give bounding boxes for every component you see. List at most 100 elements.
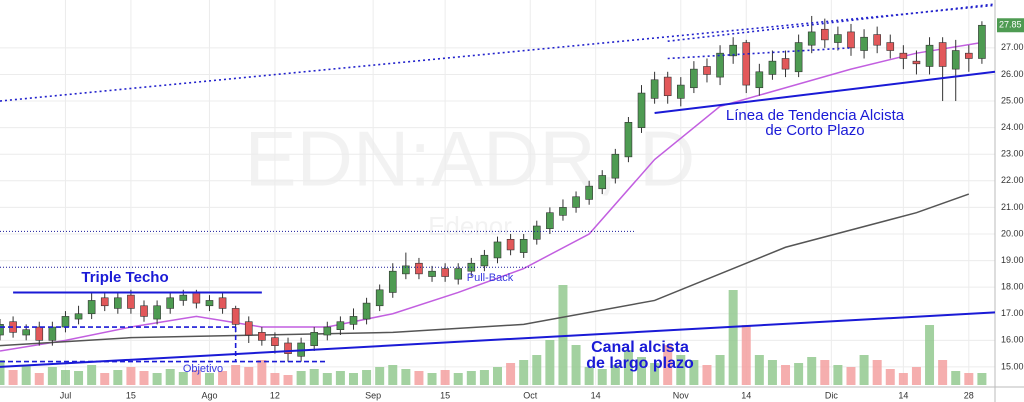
volume-bar — [754, 355, 764, 385]
volume-bar — [898, 373, 908, 385]
annotation: Triple Techo — [81, 269, 168, 286]
volume-bar — [781, 365, 791, 385]
candle-body — [506, 238, 515, 251]
candle-body — [912, 60, 921, 65]
candle-body — [493, 241, 502, 259]
volume-bar — [231, 365, 241, 385]
candle-body — [886, 42, 895, 51]
volume-bar — [623, 350, 633, 385]
volume-bar — [846, 367, 856, 385]
volume-bar — [964, 373, 974, 385]
volume-bar — [925, 325, 935, 385]
volume-bar — [8, 370, 18, 385]
candle-body — [323, 326, 332, 336]
candle-body — [519, 238, 528, 253]
volume-bar — [0, 360, 5, 385]
candle-body — [388, 270, 397, 293]
volume-bar — [375, 367, 385, 385]
y-tick-label: 18.00 — [1001, 282, 1024, 292]
volume-bar — [126, 367, 136, 385]
volume-bar — [178, 372, 188, 385]
volume-bar — [74, 371, 84, 385]
candle-body — [310, 332, 319, 346]
candle-body — [807, 31, 816, 46]
volume-bar — [165, 369, 175, 385]
volume-bar — [911, 367, 921, 385]
candle-body — [22, 329, 30, 336]
candle-body — [965, 52, 973, 59]
volume-bar — [493, 367, 502, 385]
volume-bar — [584, 367, 594, 385]
x-tick-label: 14 — [898, 390, 908, 400]
x-tick-label: 15 — [126, 390, 136, 400]
candle-body — [205, 300, 214, 307]
candle-body — [690, 68, 698, 89]
candle-body — [951, 50, 960, 70]
volume-bar — [100, 373, 110, 385]
candle-body — [35, 326, 44, 341]
volume-bar — [741, 325, 751, 385]
x-tick-label: Oct — [523, 390, 538, 400]
volume-bar — [34, 373, 44, 385]
volume-bar — [479, 370, 489, 385]
candle-body — [454, 268, 463, 280]
candle-body — [559, 207, 567, 216]
candle-body — [624, 122, 633, 158]
candle-body — [74, 313, 83, 320]
x-tick-label: 12 — [270, 390, 280, 400]
volume-bar — [597, 369, 607, 385]
y-tick-label: 27.00 — [1001, 42, 1024, 52]
y-tick-label: 19.00 — [1001, 255, 1024, 265]
candle-body — [244, 321, 253, 336]
volume-bar — [335, 371, 345, 385]
volume-bar — [401, 369, 411, 385]
x-tick-label: Sep — [365, 390, 381, 400]
volume-bar — [571, 345, 581, 385]
y-tick-label: 17.00 — [1001, 308, 1024, 318]
candle-body — [546, 212, 554, 229]
y-tick-label: 26.00 — [1001, 69, 1024, 79]
candle-body — [415, 262, 423, 275]
volume-bar — [610, 365, 620, 385]
candle-body — [585, 185, 593, 200]
volume-bar — [794, 363, 804, 385]
candle-body — [860, 36, 868, 51]
volume-bar — [951, 371, 961, 385]
volume-bar — [309, 369, 319, 385]
candle-body — [179, 294, 188, 301]
volume-bar — [270, 373, 280, 385]
candle-body — [140, 305, 148, 317]
moving-average — [0, 41, 983, 352]
candle-body — [572, 196, 580, 208]
volume-bar — [885, 369, 895, 385]
annotation: de Corto Plazo — [765, 122, 864, 139]
volume-bar — [322, 373, 332, 385]
candle-body — [598, 175, 607, 190]
watermark-sub: Edenor — [428, 211, 512, 241]
volume-bar — [414, 371, 424, 385]
candle-body — [768, 60, 777, 75]
candle-body — [742, 42, 751, 86]
candle-body — [362, 302, 371, 320]
volume-bar — [728, 290, 738, 385]
annotation: Objetivo — [183, 363, 223, 375]
candle-body — [114, 297, 122, 309]
y-tick-label: 24.00 — [1001, 122, 1024, 132]
trend-line — [667, 47, 852, 60]
candle-body — [755, 71, 764, 89]
last-price-label: 27.85 — [999, 20, 1022, 30]
moving-average — [0, 193, 970, 347]
candle-body — [703, 66, 711, 75]
candle-body — [794, 42, 803, 73]
candle-body — [637, 92, 646, 128]
candle-body — [153, 305, 161, 320]
candle-body — [480, 254, 489, 267]
x-tick-label: 14 — [591, 390, 601, 400]
volume-bar — [362, 370, 372, 385]
candle-body — [48, 326, 57, 341]
volume-bar — [545, 340, 555, 385]
candle-body — [781, 58, 790, 70]
candle-body — [349, 316, 358, 325]
